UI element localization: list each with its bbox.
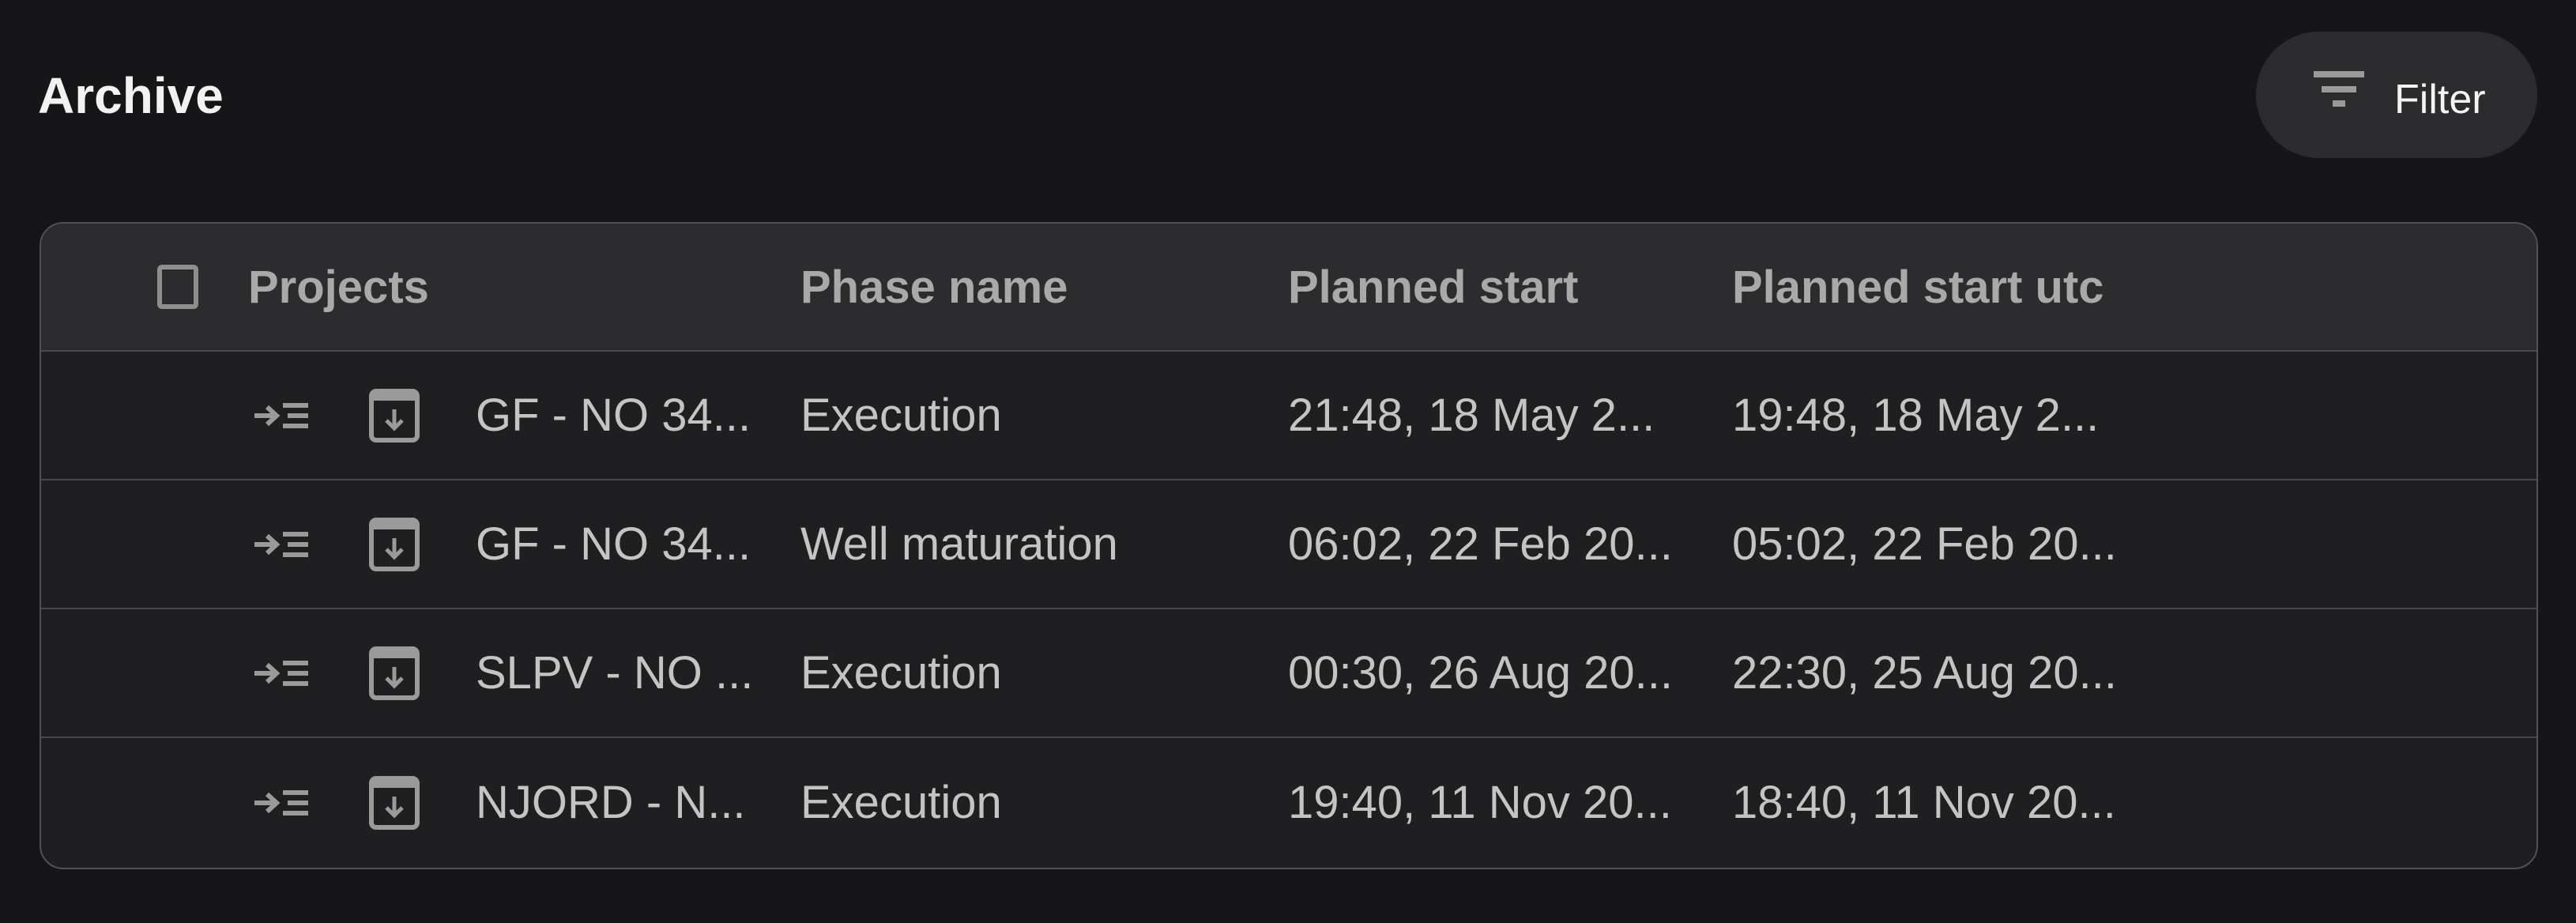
project-name: GF - NO 34... [476, 518, 751, 570]
planned-start: 00:30, 26 Aug 20... [1288, 647, 1673, 699]
planned-start: 21:48, 18 May 2... [1288, 390, 1655, 441]
archive-table: Projects Phase name Planned start Planne… [40, 222, 2538, 869]
planned-start-utc: 18:40, 11 Nov 20... [1732, 777, 2116, 828]
table-row[interactable]: SLPV - NO ... Execution 00:30, 26 Aug 20… [41, 609, 2536, 738]
table-row[interactable]: GF - NO 34... Execution 21:48, 18 May 2.… [41, 352, 2536, 480]
filter-icon [2314, 71, 2364, 107]
expand-indent-icon[interactable] [254, 352, 310, 479]
page-title: Archive [38, 67, 224, 124]
phase-name: Execution [800, 647, 1002, 699]
filter-label: Filter [2394, 77, 2486, 122]
unarchive-icon[interactable] [369, 480, 420, 608]
project-name: GF - NO 34... [476, 390, 751, 441]
unarchive-icon[interactable] [369, 738, 420, 867]
planned-start: 06:02, 22 Feb 20... [1288, 518, 1673, 570]
table-header: Projects Phase name Planned start Planne… [41, 224, 2536, 352]
planned-start-utc: 19:48, 18 May 2... [1732, 390, 2100, 441]
planned-start: 19:40, 11 Nov 20... [1288, 777, 1672, 828]
column-header-phase-name[interactable]: Phase name [800, 261, 1068, 313]
select-all-checkbox[interactable] [157, 265, 198, 309]
phase-name: Execution [800, 390, 1002, 441]
column-header-projects[interactable]: Projects [248, 261, 429, 313]
planned-start-utc: 22:30, 25 Aug 20... [1732, 647, 2117, 699]
phase-name: Well maturation [800, 518, 1118, 570]
expand-indent-icon[interactable] [254, 738, 310, 867]
project-name: NJORD - N... [476, 777, 746, 828]
unarchive-icon[interactable] [369, 609, 420, 737]
expand-indent-icon[interactable] [254, 609, 310, 737]
filter-button[interactable]: Filter [2256, 32, 2537, 158]
column-header-planned-start[interactable]: Planned start [1288, 261, 1579, 313]
phase-name: Execution [800, 777, 1002, 828]
planned-start-utc: 05:02, 22 Feb 20... [1732, 518, 2117, 570]
table-row[interactable]: NJORD - N... Execution 19:40, 11 Nov 20.… [41, 738, 2536, 867]
column-header-planned-start-utc[interactable]: Planned start utc [1732, 261, 2104, 313]
expand-indent-icon[interactable] [254, 480, 310, 608]
unarchive-icon[interactable] [369, 352, 420, 479]
table-row[interactable]: GF - NO 34... Well maturation 06:02, 22 … [41, 480, 2536, 609]
project-name: SLPV - NO ... [476, 647, 754, 699]
